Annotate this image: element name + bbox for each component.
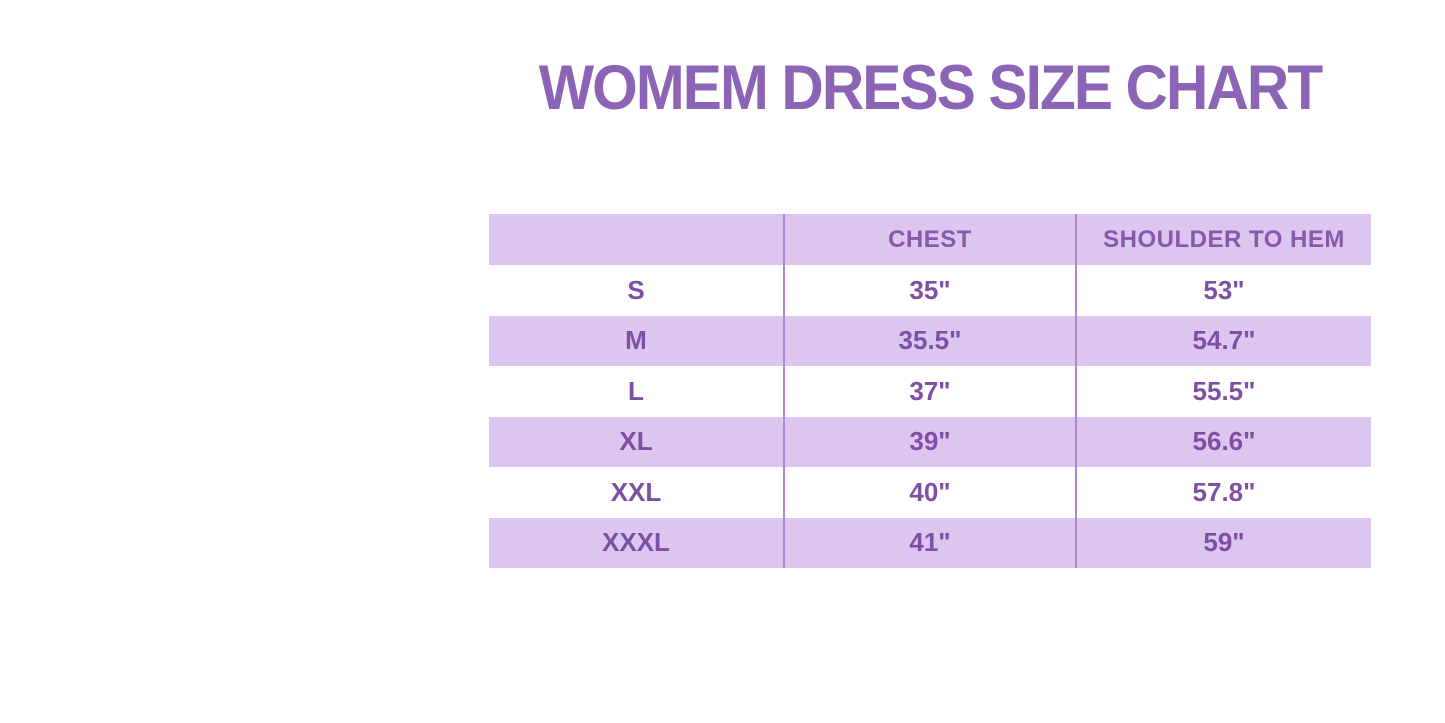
page-title: WOMEM DRESS SIZE CHART	[538, 53, 1323, 123]
table-row: S 35" 53"	[489, 265, 1371, 316]
shoulder-to-hem-value: 55.5"	[1192, 375, 1256, 406]
chest-value: 37"	[783, 366, 1077, 417]
chest-value: 40"	[783, 467, 1077, 518]
table-row: XXL 40" 57.8"	[489, 467, 1371, 518]
size-chart-table: CHEST SHOULDER TO HEM S 35" 53" M 35.5" …	[489, 214, 1371, 568]
shoulder-to-hem-value: 53"	[1203, 274, 1245, 305]
size-label: XL	[619, 426, 653, 457]
chest-value: 39"	[783, 416, 1077, 467]
shoulder-to-hem-value: 57.8"	[1192, 476, 1256, 507]
chest-value: 41"	[783, 517, 1077, 568]
size-label: S	[627, 274, 645, 305]
shoulder-to-hem-value: 59"	[1203, 527, 1245, 558]
size-label: XXL	[610, 476, 662, 507]
table-row: XL 39" 56.6"	[489, 416, 1371, 467]
chest-value: 35"	[783, 265, 1077, 316]
table-header-row: CHEST SHOULDER TO HEM	[489, 214, 1371, 265]
table-row: M 35.5" 54.7"	[489, 315, 1371, 366]
shoulder-to-hem-value: 54.7"	[1192, 325, 1256, 356]
table-row: L 37" 55.5"	[489, 366, 1371, 417]
header-cell-size	[489, 214, 783, 265]
chest-value: 35.5"	[783, 315, 1077, 366]
shoulder-to-hem-value: 56.6"	[1192, 426, 1256, 457]
header-cell-chest: CHEST	[783, 214, 1077, 265]
size-label: L	[628, 375, 644, 406]
table-row: XXXL 41" 59"	[489, 517, 1371, 568]
header-cell-shoulder-to-hem: SHOULDER TO HEM	[1103, 225, 1345, 253]
size-label: XXXL	[602, 527, 670, 558]
size-label: M	[625, 325, 647, 356]
